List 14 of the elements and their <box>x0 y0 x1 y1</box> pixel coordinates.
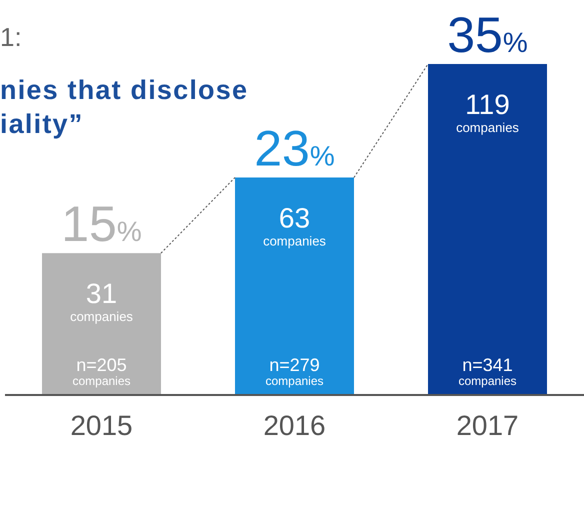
data-label: 23% <box>254 120 335 176</box>
x-tick-label: 2015 <box>70 410 133 441</box>
annotation: 63 companies <box>263 202 326 248</box>
x-tick-label: 2016 <box>263 410 326 441</box>
data-label: 35% <box>447 7 528 63</box>
data-label: 15% <box>61 196 142 252</box>
annotation: 119 companies <box>456 89 520 135</box>
x-tick-label: 2017 <box>456 410 519 441</box>
annotation: n=205 companies <box>72 355 131 388</box>
annotation: n=279 companies <box>265 355 324 388</box>
chart-title: 1: <box>0 22 22 53</box>
text: nies that disclose iality” <box>0 74 248 141</box>
annotation: n=341 companies <box>458 355 517 388</box>
annotation: 31 companies <box>70 278 134 324</box>
